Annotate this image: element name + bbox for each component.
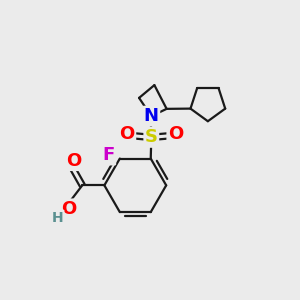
Text: O: O bbox=[66, 152, 81, 169]
Text: S: S bbox=[145, 128, 158, 146]
Text: N: N bbox=[144, 107, 159, 125]
Text: O: O bbox=[168, 125, 183, 143]
Text: O: O bbox=[61, 200, 76, 218]
Text: O: O bbox=[120, 125, 135, 143]
Text: H: H bbox=[52, 211, 63, 225]
Text: F: F bbox=[103, 146, 115, 164]
